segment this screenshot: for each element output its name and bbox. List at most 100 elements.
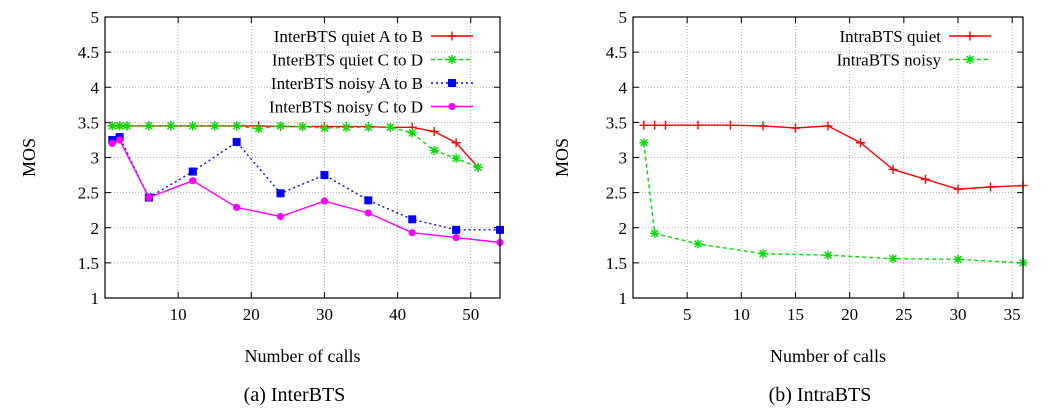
ticks: 1 1.5 2 2.5 3 3.5 4 4.5 5 5 10 15 20 25 30 35 — [606, 8, 1023, 324]
y-tick-label: 3 — [91, 149, 100, 168]
plot-frame — [104, 16, 501, 299]
y-tick-label: 4.5 — [78, 43, 99, 62]
data-point — [823, 250, 833, 260]
data-point — [320, 197, 329, 205]
data-point — [320, 171, 329, 180]
data-point — [116, 136, 124, 144]
data-point — [856, 138, 865, 148]
data-point — [144, 121, 154, 131]
y-tick-label: 1.5 — [606, 254, 627, 273]
data-point — [791, 123, 800, 133]
data-point — [407, 128, 417, 138]
data-point — [189, 177, 197, 185]
legend-swatch-marker — [965, 55, 975, 64]
data-point — [452, 225, 461, 234]
legend-item: InterBTS quiet A to B — [274, 27, 473, 46]
data-point — [451, 138, 461, 148]
data-point — [233, 203, 241, 211]
legend-item: IntraBTS quiet — [839, 27, 991, 46]
data-point — [276, 212, 285, 221]
data-point — [188, 167, 197, 176]
x-tick-label: 50 — [462, 305, 479, 324]
data-point — [408, 229, 416, 237]
y-tick-label: 1 — [91, 289, 100, 308]
data-point — [188, 121, 198, 131]
y-tick-label: 2.5 — [78, 184, 99, 203]
data-point — [693, 239, 703, 249]
x-tick-label: 20 — [841, 305, 858, 324]
data-point — [364, 196, 373, 205]
y-tick-label: 5 — [619, 8, 628, 27]
data-point — [823, 121, 833, 131]
data-point — [639, 120, 649, 130]
y-tick-label: 2 — [619, 219, 628, 238]
data-point — [232, 138, 241, 147]
data-point — [115, 121, 125, 131]
legend-item: InterBTS noisy C to D — [269, 98, 473, 117]
y-tick-label: 5 — [91, 8, 100, 27]
series-line — [112, 125, 479, 168]
data-point — [232, 121, 242, 131]
legend-swatch-marker — [447, 55, 457, 64]
y-tick-label: 2.5 — [606, 184, 627, 203]
data-point — [429, 145, 439, 155]
data-point — [210, 121, 220, 131]
data-point — [276, 121, 286, 131]
data-point — [953, 254, 963, 264]
data-point — [385, 122, 395, 132]
x-axis-label: Number of calls — [770, 346, 886, 366]
data-point — [888, 164, 898, 174]
series-interbts-quiet-a-to-b — [107, 121, 483, 172]
y-tick-label: 3.5 — [606, 113, 627, 132]
data-point — [298, 122, 307, 132]
data-point — [758, 121, 768, 131]
data-point — [166, 121, 176, 131]
data-point — [661, 120, 670, 130]
x-tick-label: 10 — [733, 305, 750, 324]
data-point — [122, 121, 132, 131]
series-interbts-noisy-a-to-b — [108, 133, 504, 234]
grid — [105, 17, 500, 298]
series-interbts-noisy-c-to-d — [108, 136, 504, 247]
legend-swatch-marker — [448, 102, 456, 111]
series-line — [112, 136, 500, 231]
series-line — [112, 139, 501, 244]
legend-label: InterBTS quiet C to D — [272, 51, 423, 70]
legend-label: IntraBTS quiet — [839, 27, 941, 46]
legend-label: InterBTS quiet A to B — [274, 27, 423, 46]
figure-caption: (b) IntraBTS — [769, 384, 872, 406]
legend: IntraBTS quiet IntraBTS noisy — [837, 27, 991, 70]
x-axis-label: Number of calls — [245, 346, 361, 366]
y-tick-label: 1 — [619, 289, 628, 308]
data-point — [108, 139, 116, 148]
legend-item: InterBTS quiet C to D — [272, 51, 473, 70]
x-tick-label: 5 — [683, 305, 692, 324]
legend-swatch-marker — [447, 31, 457, 41]
series-intrabts-quiet — [639, 120, 1028, 194]
data-point — [145, 193, 153, 202]
data-point — [408, 215, 417, 224]
y-tick-label: 3.5 — [78, 113, 99, 132]
data-point — [726, 120, 735, 130]
data-point — [319, 123, 329, 133]
x-tick-label: 15 — [787, 305, 804, 324]
y-tick-label: 1.5 — [78, 254, 99, 273]
legend-item: IntraBTS noisy — [837, 51, 991, 70]
data-point — [953, 184, 963, 194]
data-point — [363, 122, 373, 132]
x-tick-label: 35 — [1004, 305, 1021, 324]
legend-swatch-marker — [965, 31, 975, 41]
x-tick-label: 30 — [316, 305, 333, 324]
y-axis-label: MOS — [552, 138, 572, 177]
x-tick-label: 10 — [170, 305, 187, 324]
panel-interbts: 1 1.5 2 2.5 3 3.5 4 4.5 5 10 20 30 40 50 InterBTS quie… — [19, 8, 504, 406]
data-point — [276, 189, 285, 198]
data-point — [986, 182, 995, 192]
series-line — [112, 125, 479, 168]
data-point — [693, 120, 703, 130]
plot-frame — [632, 16, 1024, 299]
ticks: 1 1.5 2 2.5 3 3.5 4 4.5 5 10 20 30 40 50 — [78, 8, 500, 324]
legend-label: InterBTS noisy A to B — [271, 74, 423, 93]
x-tick-label: 30 — [950, 305, 967, 324]
